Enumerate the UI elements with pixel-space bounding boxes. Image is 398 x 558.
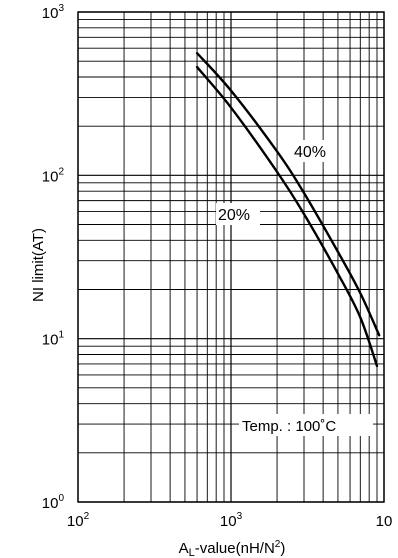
label-40-bg [292,140,336,162]
y-tick-label: 100 [42,493,65,512]
plot-frame [77,11,385,503]
tick-labels: 102 103 10 100 101 102 103 [42,3,393,530]
y-axis-label: NI limit(AT) [30,228,47,302]
series-lines [195,51,381,368]
series-line-40 [195,51,381,337]
x-tick-label: 10 [376,513,393,530]
x-axis-label: AL-value(nH/N2) [179,539,286,558]
series-label-40: 40% [294,144,326,161]
y-tick-label: 103 [42,3,65,22]
annotation-bg [239,414,373,436]
series-line-20 [195,65,379,368]
label-20-bg [216,203,260,225]
y-tick-label: 102 [42,166,65,185]
annotation-temp: Temp. : 100˚C [242,418,336,435]
y-tick-label: 101 [42,330,65,349]
series-label-20: 20% [218,207,250,224]
x-tick-label: 103 [220,511,243,530]
x-tick-label: 102 [67,511,90,530]
